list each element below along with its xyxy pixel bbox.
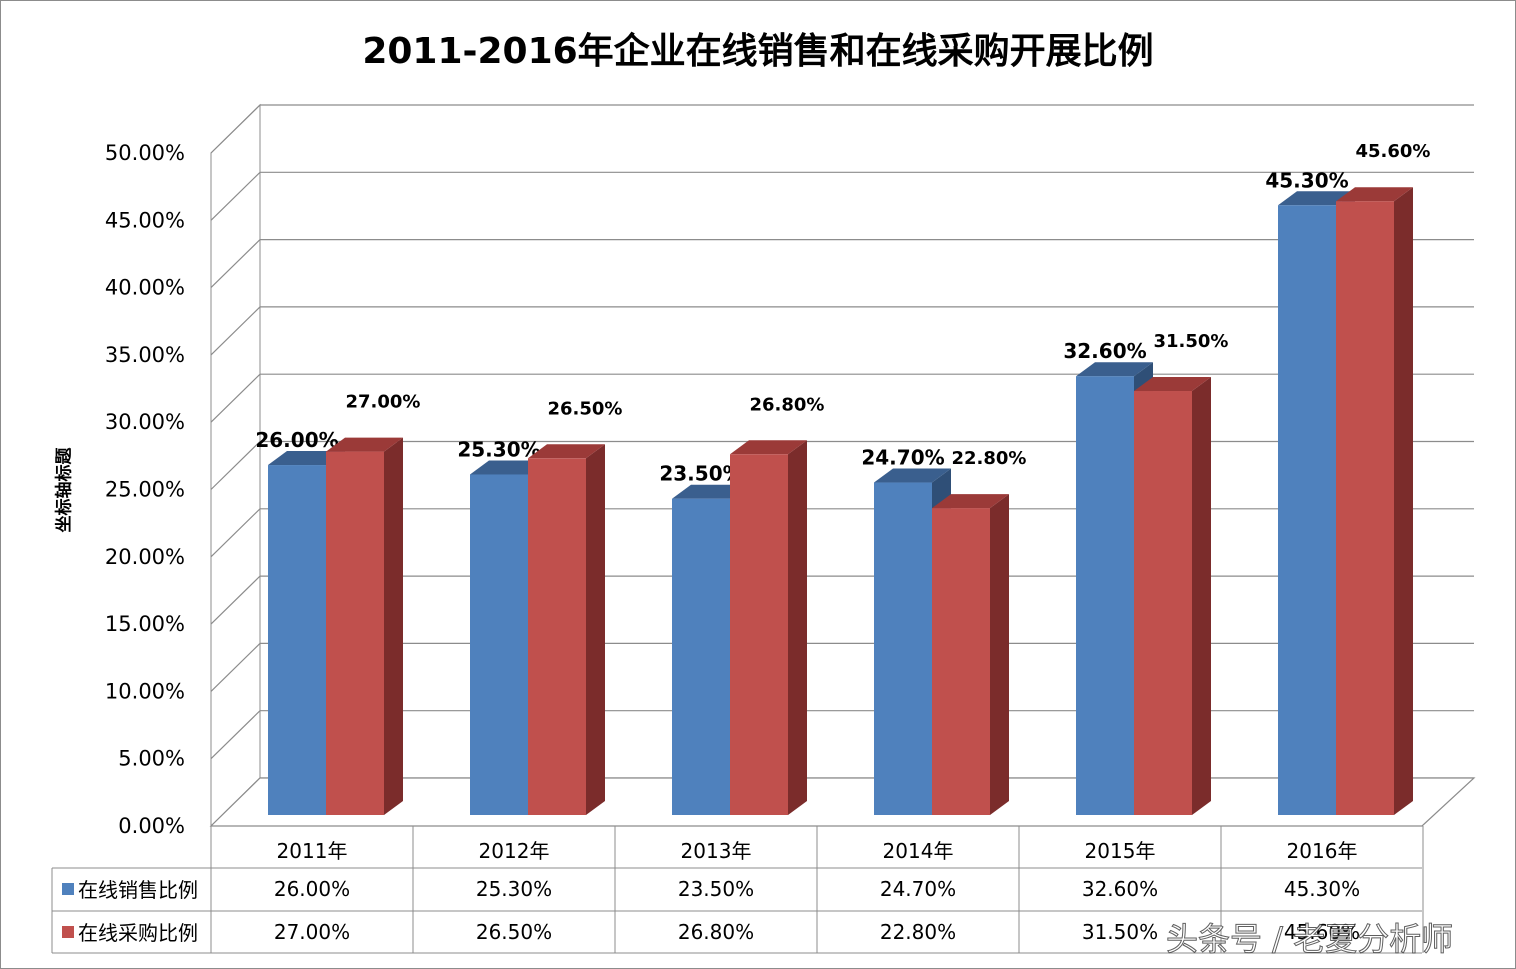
table-cell: 26.00% <box>274 877 350 901</box>
data-label: 26.00% <box>255 428 338 452</box>
gridline <box>210 440 1474 490</box>
table-cell: 23.50% <box>678 877 754 901</box>
bar <box>268 465 326 815</box>
bar <box>730 454 788 815</box>
gridline <box>210 239 1474 289</box>
bar-top <box>1134 377 1211 392</box>
data-label: 45.30% <box>1265 168 1348 192</box>
bar <box>932 508 990 815</box>
gridline <box>210 642 1474 692</box>
table-cell: 32.60% <box>1082 877 1158 901</box>
x-category-label: 2016年 <box>1287 839 1358 863</box>
bar-top <box>730 440 807 455</box>
bar-side <box>1394 187 1413 815</box>
bar-side <box>990 494 1009 815</box>
table-cell: 24.70% <box>880 877 956 901</box>
bar-top <box>1336 187 1413 202</box>
bar <box>470 474 528 815</box>
data-label: 26.50% <box>548 398 623 419</box>
gridline <box>210 373 1474 423</box>
x-category-label: 2015年 <box>1085 839 1156 863</box>
gridline <box>210 104 1474 154</box>
y-tick-label: 50.00% <box>105 141 185 165</box>
bar-side <box>788 440 807 815</box>
y-tick-label: 35.00% <box>105 343 185 367</box>
table-cell: 31.50% <box>1082 920 1158 944</box>
bar <box>326 451 384 815</box>
y-tick-label: 25.00% <box>105 478 185 502</box>
bar-top <box>528 444 605 459</box>
legend-label: 在线销售比例 <box>78 878 198 902</box>
legend-swatch <box>62 883 74 895</box>
bar-top <box>1076 362 1153 377</box>
bar-top <box>1278 191 1355 206</box>
data-label: 24.70% <box>861 446 944 470</box>
bar-side <box>384 437 403 815</box>
gridline <box>210 575 1474 625</box>
bar-top <box>326 437 403 452</box>
x-category-label: 2013年 <box>681 839 752 863</box>
gridline <box>210 171 1474 221</box>
bar-top <box>672 484 749 499</box>
chart-title: 2011-2016年企业在线销售和在线采购开展比例 <box>362 31 1154 72</box>
table-cell: 45.60% <box>1284 920 1360 944</box>
y-tick-label: 30.00% <box>105 410 185 434</box>
table-cell: 22.80% <box>880 920 956 944</box>
table-cell: 45.30% <box>1284 877 1360 901</box>
data-label: 45.60% <box>1356 141 1431 162</box>
data-label: 32.60% <box>1063 339 1146 363</box>
bar-top <box>874 468 951 483</box>
data-label: 22.80% <box>952 448 1027 469</box>
y-tick-label: 40.00% <box>105 276 185 300</box>
data-label: 25.30% <box>457 437 540 461</box>
gridline <box>210 710 1474 760</box>
bar <box>1076 376 1134 815</box>
bar-side <box>586 444 605 815</box>
bar <box>1278 205 1336 816</box>
table-cell: 26.80% <box>678 920 754 944</box>
y-tick-label: 45.00% <box>105 208 185 232</box>
table-cell: 26.50% <box>476 920 552 944</box>
bar-side <box>1192 377 1211 815</box>
x-category-label: 2011年 <box>277 839 348 863</box>
bar <box>1134 391 1192 815</box>
gridline <box>210 508 1474 558</box>
bar <box>672 498 730 815</box>
y-tick-label: 15.00% <box>105 612 185 636</box>
bar <box>1336 201 1394 815</box>
bar <box>528 458 586 815</box>
y-tick-label: 10.00% <box>105 679 185 703</box>
data-label: 23.50% <box>659 462 742 486</box>
legend-swatch <box>62 926 74 938</box>
legend-label: 在线采购比例 <box>78 921 198 945</box>
y-tick-label: 5.00% <box>118 747 185 771</box>
data-label: 26.80% <box>750 394 825 415</box>
data-label: 27.00% <box>346 392 421 413</box>
table-cell: 25.30% <box>476 877 552 901</box>
x-category-label: 2014年 <box>883 839 954 863</box>
y-tick-label: 0.00% <box>118 814 185 838</box>
bar-top <box>470 460 547 475</box>
watermark: 头条号 / 老夏分析师 <box>1165 920 1454 959</box>
x-category-label: 2012年 <box>479 839 550 863</box>
table-cell: 27.00% <box>274 920 350 944</box>
gridline <box>210 306 1474 356</box>
bar-top <box>268 451 345 466</box>
bar <box>874 482 932 815</box>
data-label: 31.50% <box>1154 331 1229 352</box>
bar-top <box>932 494 1009 509</box>
y-tick-label: 20.00% <box>105 545 185 569</box>
